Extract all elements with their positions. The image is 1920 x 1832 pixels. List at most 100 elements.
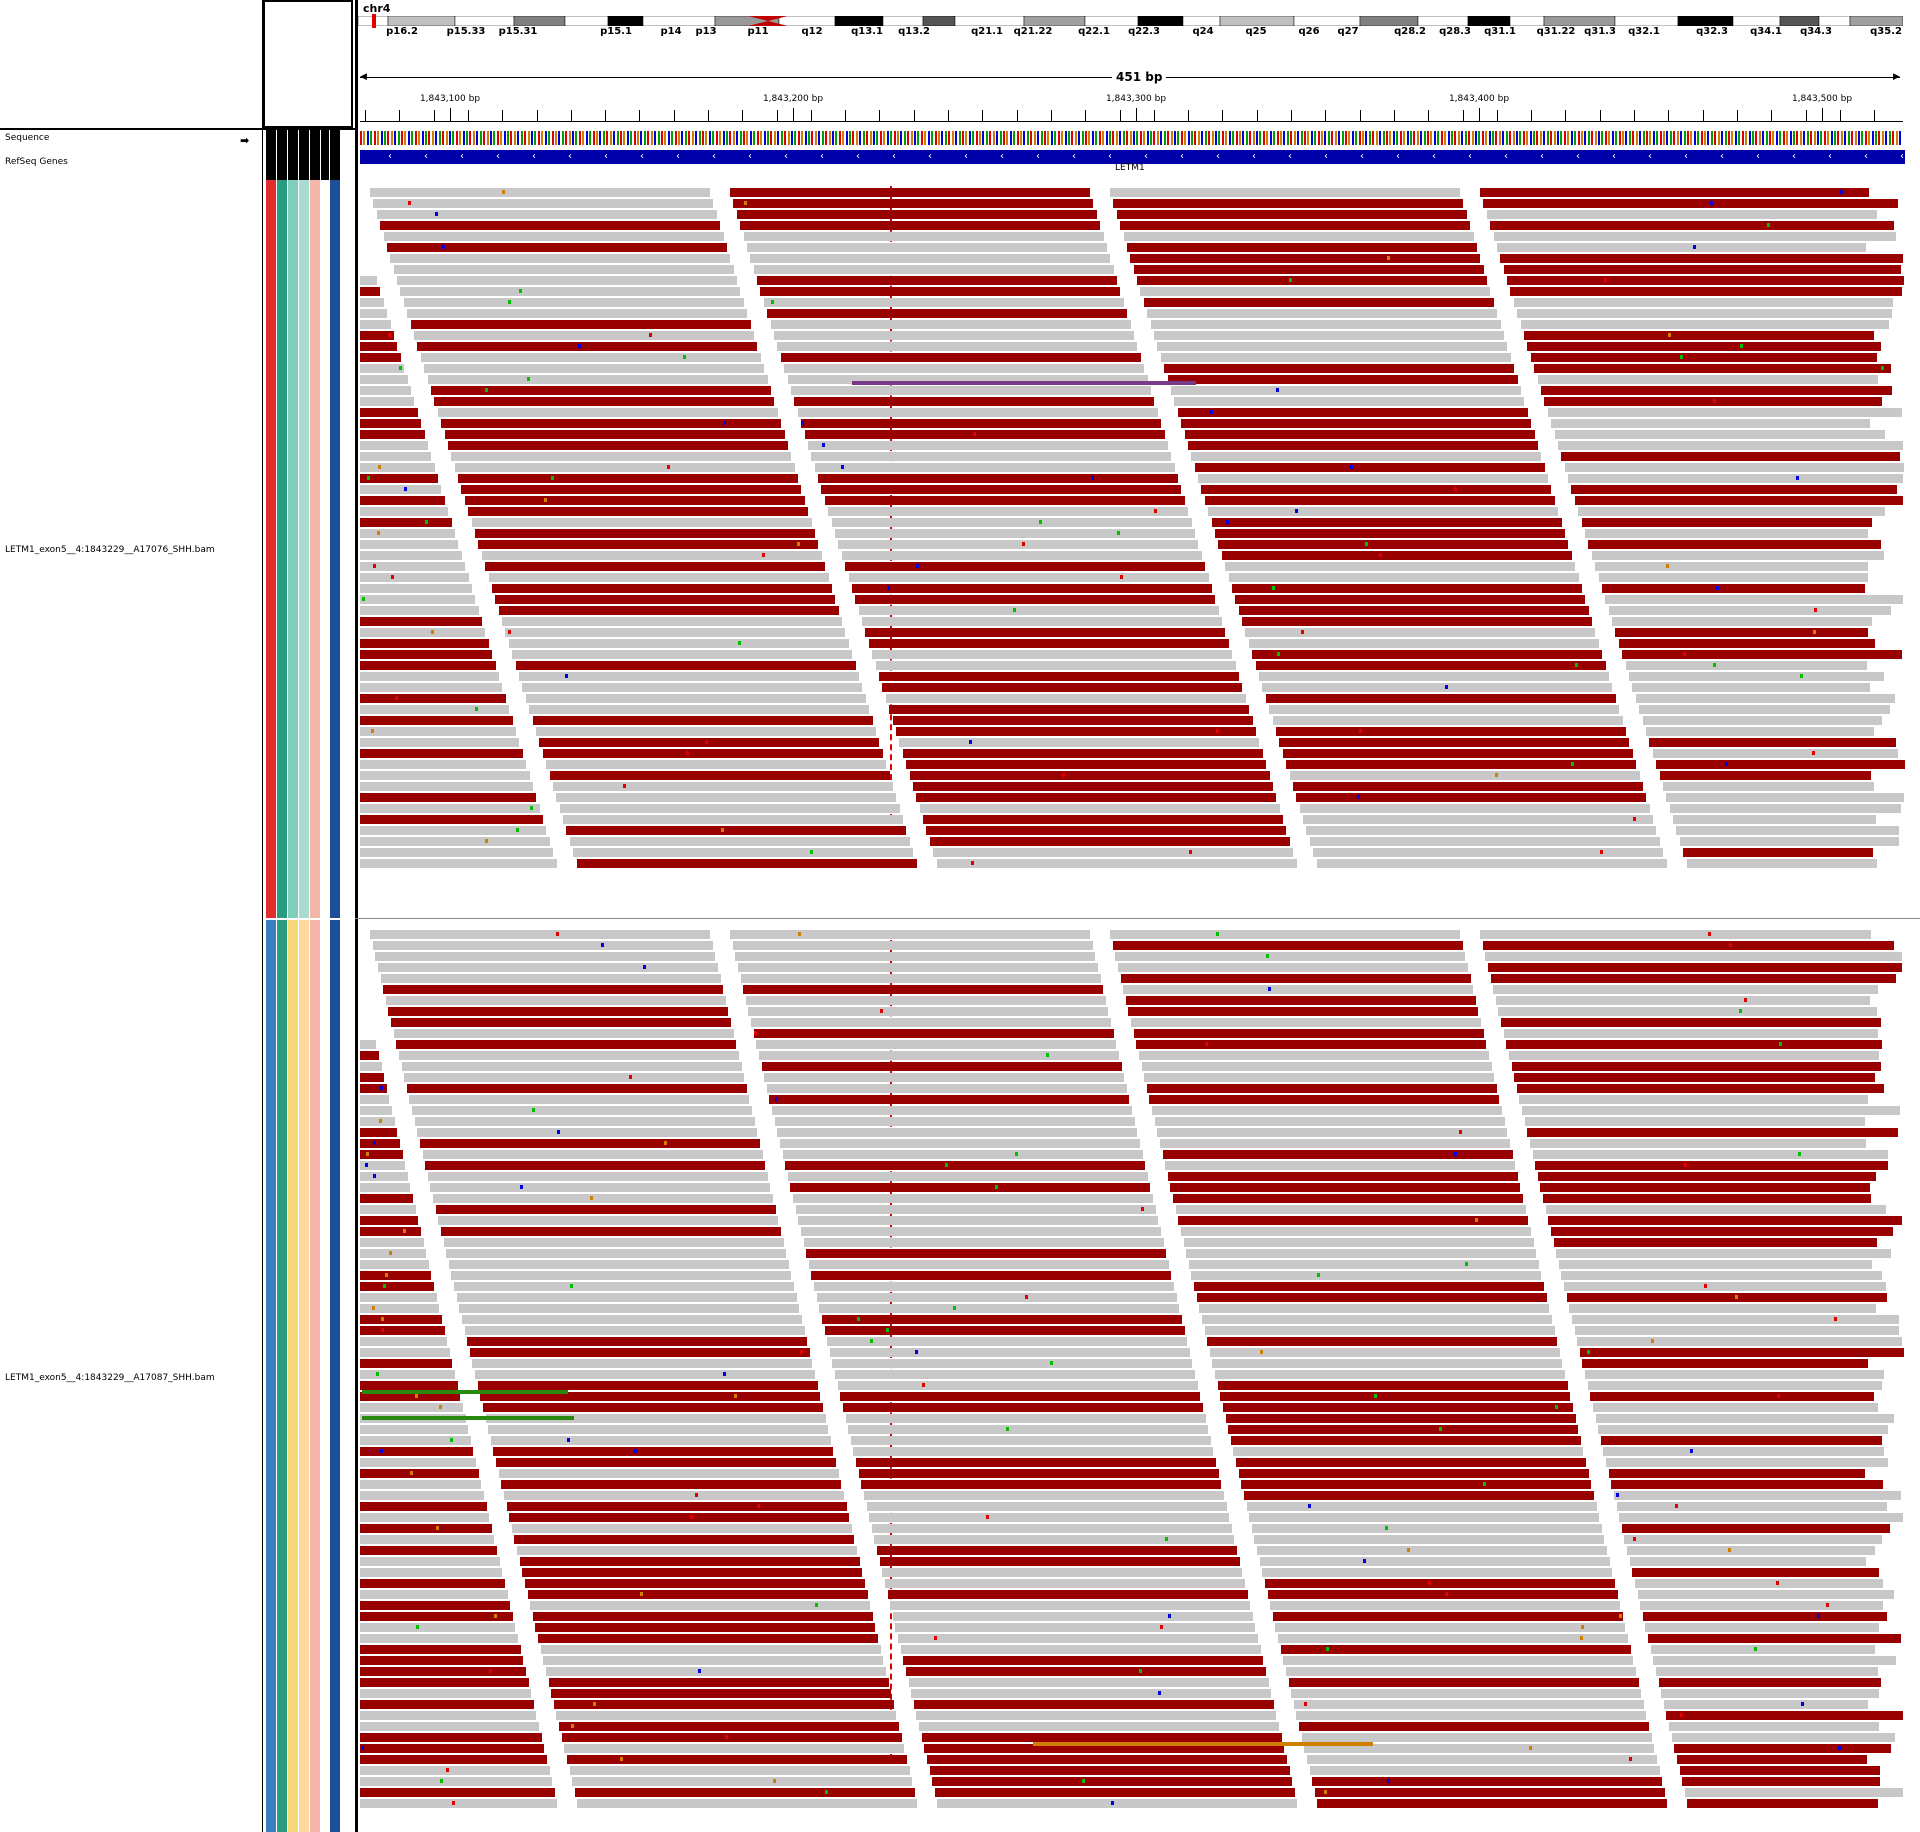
forward-read[interactable] bbox=[1571, 485, 1897, 494]
reverse-read[interactable] bbox=[1303, 815, 1653, 824]
forward-read[interactable] bbox=[360, 639, 489, 648]
forward-read[interactable] bbox=[533, 1612, 873, 1621]
reverse-read[interactable] bbox=[1317, 859, 1667, 868]
reverse-read[interactable] bbox=[1124, 232, 1474, 241]
forward-read[interactable] bbox=[388, 1007, 728, 1016]
reverse-read[interactable] bbox=[573, 848, 913, 857]
reverse-read[interactable] bbox=[815, 463, 1175, 472]
forward-read[interactable] bbox=[859, 1469, 1219, 1478]
forward-read[interactable] bbox=[930, 837, 1290, 846]
forward-read[interactable] bbox=[360, 650, 492, 659]
forward-read[interactable] bbox=[360, 1656, 523, 1665]
reverse-read[interactable] bbox=[390, 254, 730, 263]
mismatch-base[interactable] bbox=[1834, 1317, 1837, 1321]
mismatch-base[interactable] bbox=[634, 1449, 637, 1453]
mismatch-base[interactable] bbox=[590, 1196, 593, 1200]
forward-read[interactable] bbox=[1218, 1381, 1568, 1390]
mismatch-base[interactable] bbox=[1629, 1757, 1632, 1761]
forward-read[interactable] bbox=[387, 243, 727, 252]
reverse-read[interactable] bbox=[1538, 375, 1878, 384]
reverse-read[interactable] bbox=[748, 1007, 1108, 1016]
forward-read[interactable] bbox=[1268, 1590, 1618, 1599]
forward-read[interactable] bbox=[360, 1194, 413, 1203]
forward-read[interactable] bbox=[1205, 496, 1555, 505]
reverse-read[interactable] bbox=[360, 540, 458, 549]
mismatch-base[interactable] bbox=[388, 333, 391, 337]
mismatch-base[interactable] bbox=[640, 1592, 643, 1596]
mismatch-base[interactable] bbox=[1713, 663, 1716, 667]
forward-read[interactable] bbox=[1561, 452, 1900, 461]
mismatch-base[interactable] bbox=[1445, 1592, 1448, 1596]
forward-read[interactable] bbox=[360, 1128, 397, 1137]
reverse-read[interactable] bbox=[360, 1172, 408, 1181]
mismatch-base[interactable] bbox=[1324, 1790, 1327, 1794]
insertion-marker[interactable] bbox=[362, 1416, 574, 1420]
reverse-read[interactable] bbox=[1252, 1524, 1602, 1533]
forward-read[interactable] bbox=[1611, 1480, 1883, 1489]
reverse-read[interactable] bbox=[360, 1348, 450, 1357]
mismatch-base[interactable] bbox=[1728, 1548, 1731, 1552]
reverse-read[interactable] bbox=[546, 1667, 886, 1676]
reverse-read[interactable] bbox=[1606, 1458, 1888, 1467]
mismatch-base[interactable] bbox=[1308, 1504, 1311, 1508]
forward-read[interactable] bbox=[1648, 1634, 1901, 1643]
reverse-read[interactable] bbox=[360, 1293, 437, 1302]
forward-read[interactable] bbox=[539, 738, 879, 747]
reverse-read[interactable] bbox=[530, 1601, 870, 1610]
mismatch-base[interactable] bbox=[1713, 399, 1716, 403]
reverse-read[interactable] bbox=[360, 1568, 502, 1577]
forward-read[interactable] bbox=[1622, 1524, 1890, 1533]
forward-read[interactable] bbox=[411, 320, 751, 329]
reverse-read[interactable] bbox=[1595, 562, 1868, 571]
mismatch-base[interactable] bbox=[934, 1636, 937, 1640]
reverse-read[interactable] bbox=[1656, 1667, 1878, 1676]
mismatch-base[interactable] bbox=[1158, 1691, 1161, 1695]
forward-read[interactable] bbox=[1666, 1711, 1903, 1720]
reverse-read[interactable] bbox=[1171, 386, 1521, 395]
forward-read[interactable] bbox=[1178, 408, 1528, 417]
reverse-read[interactable] bbox=[1260, 1557, 1610, 1566]
reverse-read[interactable] bbox=[869, 1513, 1229, 1522]
mismatch-base[interactable] bbox=[1495, 773, 1498, 777]
reverse-read[interactable] bbox=[1269, 705, 1619, 714]
reverse-read[interactable] bbox=[556, 1711, 896, 1720]
reverse-read[interactable] bbox=[1199, 1304, 1549, 1313]
forward-read[interactable] bbox=[1534, 364, 1891, 373]
mismatch-base[interactable] bbox=[416, 1625, 419, 1629]
mismatch-base[interactable] bbox=[489, 1669, 492, 1673]
reverse-read[interactable] bbox=[1480, 930, 1871, 939]
reverse-read[interactable] bbox=[767, 1084, 1127, 1093]
reverse-read[interactable] bbox=[849, 573, 1209, 582]
reverse-read[interactable] bbox=[798, 1216, 1158, 1225]
reverse-read[interactable] bbox=[1603, 1447, 1884, 1456]
mismatch-base[interactable] bbox=[1798, 1152, 1801, 1156]
mismatch-base[interactable] bbox=[1666, 564, 1669, 568]
forward-read[interactable] bbox=[360, 1612, 513, 1621]
reverse-read[interactable] bbox=[360, 1623, 515, 1632]
forward-read[interactable] bbox=[1490, 221, 1894, 230]
reverse-read[interactable] bbox=[360, 1403, 463, 1412]
forward-read[interactable] bbox=[360, 1700, 534, 1709]
mismatch-base[interactable] bbox=[381, 1328, 384, 1332]
reverse-read[interactable] bbox=[876, 661, 1236, 670]
reverse-read[interactable] bbox=[746, 996, 1106, 1005]
reverse-read[interactable] bbox=[370, 188, 710, 197]
mismatch-base[interactable] bbox=[404, 487, 407, 491]
forward-read[interactable] bbox=[1276, 727, 1626, 736]
reverse-read[interactable] bbox=[1302, 1733, 1652, 1742]
mismatch-base[interactable] bbox=[1633, 817, 1636, 821]
reverse-read[interactable] bbox=[360, 1106, 392, 1115]
reverse-read[interactable] bbox=[360, 1238, 424, 1247]
mismatch-base[interactable] bbox=[1039, 520, 1042, 524]
forward-read[interactable] bbox=[499, 606, 839, 615]
mismatch-base[interactable] bbox=[995, 1185, 998, 1189]
reverse-read[interactable] bbox=[360, 320, 391, 329]
reverse-read[interactable] bbox=[835, 1370, 1195, 1379]
mismatch-base[interactable] bbox=[1216, 729, 1219, 733]
forward-read[interactable] bbox=[910, 771, 1270, 780]
attribute-cell[interactable] bbox=[288, 180, 298, 918]
forward-read[interactable] bbox=[1296, 793, 1646, 802]
mismatch-base[interactable] bbox=[1350, 465, 1353, 469]
mismatch-base[interactable] bbox=[1387, 256, 1390, 260]
reverse-read[interactable] bbox=[1118, 963, 1468, 972]
